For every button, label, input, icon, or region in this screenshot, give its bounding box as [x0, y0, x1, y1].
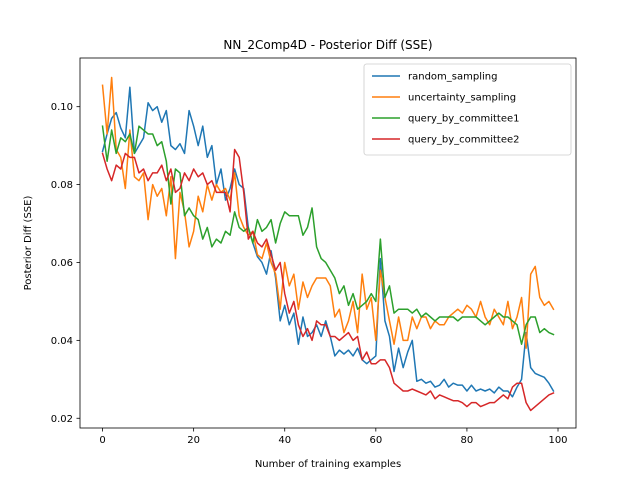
legend: random_sampling uncertainty_samplingquery… — [363, 63, 572, 156]
legend-label: uncertainty_sampling — [408, 93, 516, 104]
x-tick-label: 20 — [187, 435, 200, 446]
legend-label: query_by_committee1 — [408, 114, 520, 125]
legend-label: random_sampling — [408, 72, 497, 83]
series-line-query-by-committee2 — [101, 148, 555, 412]
y-axis-label: Posterior Diff (SSE) — [23, 196, 34, 291]
y-tick-label: 0.04 — [51, 336, 73, 347]
x-tick-label: 40 — [278, 435, 291, 446]
chart-title: NN_2Comp4D - Posterior Diff (SSE) — [223, 38, 432, 52]
series-line-uncertainty-sampling — [101, 76, 555, 349]
y-tick-label: 0.06 — [51, 258, 73, 269]
x-tick-label: 0 — [99, 435, 105, 446]
y-tick-label: 0.08 — [51, 180, 73, 191]
y-tick-label: 0.10 — [51, 102, 73, 113]
y-tick-label: 0.02 — [51, 414, 73, 425]
x-tick-label: 80 — [461, 435, 474, 446]
x-axis-label: Number of training examples — [255, 459, 401, 470]
series-layer — [101, 76, 555, 412]
x-axis: 0 20 40 60 80 100 — [99, 428, 568, 446]
legend-box — [363, 63, 572, 156]
series-line-query-by-committee1 — [101, 125, 555, 346]
y-axis: 0.02 0.04 0.06 0.08 0.10 — [51, 102, 80, 425]
legend-label: query_by_committee2 — [408, 135, 520, 146]
x-tick-label: 60 — [369, 435, 382, 446]
x-tick-label: 100 — [548, 435, 567, 446]
plot-frame — [79, 57, 577, 429]
